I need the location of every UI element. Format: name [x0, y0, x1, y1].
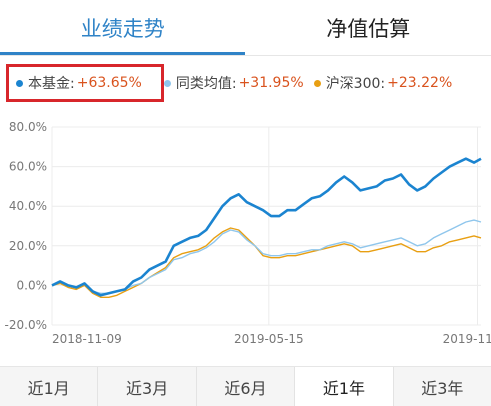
- legend-item-category-average: 同类均值: +31.95%: [163, 73, 304, 93]
- series-line-fund: [51, 157, 482, 297]
- legend-dot-category-average: [163, 79, 171, 87]
- legend-item-fund: 本基金: +63.65%: [16, 73, 142, 93]
- legend-dot-fund: [16, 79, 23, 87]
- y-tick-label: 0.0%: [17, 278, 48, 292]
- y-axis-tick-labels: 80.0% 60.0% 40.0% 20.0% 0.0% -20.0%: [5, 120, 47, 332]
- legend-label-category-average: 同类均值:: [175, 76, 237, 92]
- y-tick-label: 20.0%: [9, 239, 47, 253]
- legend-label-csi300: 沪深300:: [325, 76, 386, 92]
- legend-dot-csi300: [313, 79, 321, 87]
- performance-line-chart: 80.0% 60.0% 40.0% 20.0% 0.0% -20.0% 2018-11-0…: [5, 120, 491, 346]
- y-tick-label: 80.0%: [9, 120, 47, 134]
- period-1-month[interactable]: 近1月: [0, 367, 99, 406]
- period-3-months[interactable]: 近3月: [98, 367, 197, 406]
- x-axis-tick-labels: 2018-11-09 2019-05-15 2019-11-11: [52, 332, 491, 346]
- tabs-divider: [0, 55, 491, 56]
- legend-value-category-average: +31.95%: [238, 75, 304, 91]
- y-tick-label: -20.0%: [5, 318, 47, 332]
- legend-value-fund: +63.65%: [76, 75, 142, 91]
- y-tick-label: 60.0%: [9, 160, 47, 174]
- active-tab-indicator: [0, 52, 245, 55]
- tab-nav-estimate[interactable]: 净值估算: [326, 16, 411, 41]
- tab-performance-trend[interactable]: 业绩走势: [80, 16, 165, 41]
- x-tick-label: 2019-05-15: [234, 332, 304, 346]
- period-selector: 近1月 近3月 近6月 近1年 近3年: [0, 366, 491, 406]
- top-tab-bar: 业绩走势 净值估算: [0, 0, 491, 55]
- x-tick-label: 2018-11-09: [52, 332, 122, 346]
- legend-value-csi300: +23.22%: [387, 75, 453, 91]
- legend-item-csi300: 沪深300: +23.22%: [313, 73, 453, 93]
- period-1-year[interactable]: 近1年: [295, 367, 394, 406]
- x-tick-label: 2019-11-11: [443, 332, 491, 346]
- chart-gridlines: [51, 126, 481, 326]
- period-6-months[interactable]: 近6月: [197, 367, 296, 406]
- chart-series-lines: [51, 157, 482, 299]
- highlight-annotation-box: [6, 64, 164, 102]
- series-line-csi300: [51, 227, 482, 299]
- legend-label-fund: 本基金:: [28, 76, 75, 92]
- period-3-years[interactable]: 近3年: [421, 378, 464, 398]
- chart-legend: 本基金: +63.65% 同类均值: +31.95% 沪深300: +23.22…: [0, 64, 491, 102]
- y-tick-label: 40.0%: [9, 199, 47, 213]
